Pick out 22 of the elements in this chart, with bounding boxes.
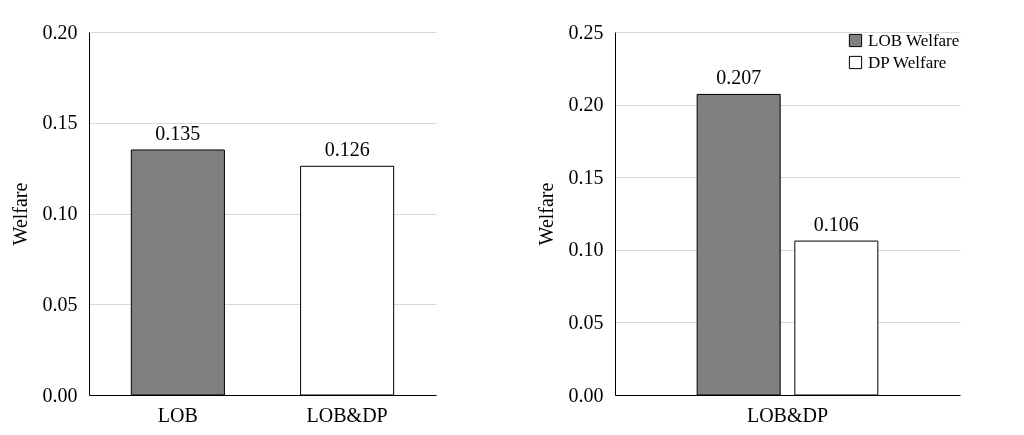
y-tick-label: 0.00 (568, 383, 604, 406)
x-tick-label: LOB&DP (306, 403, 388, 426)
y-tick-label: 0.10 (568, 238, 604, 261)
data-label: 0.126 (324, 138, 370, 161)
x-tick-label: LOB (157, 403, 198, 426)
legend-label: LOB Welfare (868, 30, 960, 50)
y-tick-label: 0.15 (568, 165, 604, 188)
y-tick-label: 0.05 (42, 292, 78, 315)
y-tick-label: 0.05 (568, 310, 604, 333)
data-label: 0.207 (716, 66, 762, 89)
y-tick-label: 0.15 (42, 111, 78, 134)
y-axis-title: Welfare (8, 182, 31, 246)
y-tick-label: 0.20 (42, 20, 78, 43)
data-label: 0.106 (813, 213, 859, 236)
y-axis-title: Welfare (534, 182, 557, 246)
legend-label: DP Welfare (868, 52, 947, 72)
y-tick-label: 0.00 (42, 383, 78, 406)
y-tick-label: 0.10 (42, 202, 78, 224)
y-tick-label: 0.25 (568, 20, 604, 43)
y-tick-label: 0.20 (568, 93, 604, 116)
data-label: 0.135 (155, 121, 201, 144)
x-tick-label: LOB&DP (746, 403, 829, 426)
